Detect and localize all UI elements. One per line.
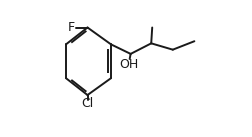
Text: OH: OH — [119, 58, 138, 72]
Text: F: F — [67, 21, 74, 34]
Text: Cl: Cl — [81, 98, 93, 111]
